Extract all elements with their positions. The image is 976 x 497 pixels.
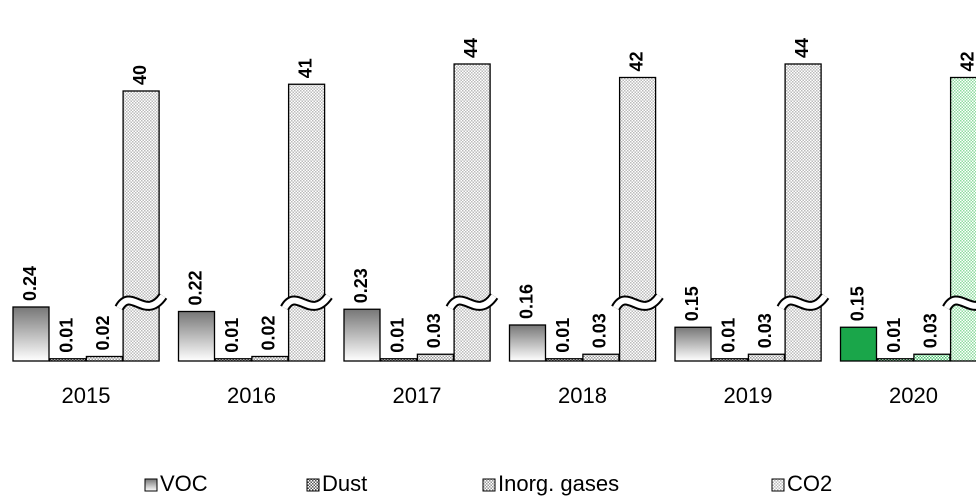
bar	[784, 63, 822, 362]
bar	[122, 90, 160, 362]
x-tick-label: 2018	[558, 383, 607, 408]
axis-break	[612, 294, 663, 310]
data-label: 0.02	[259, 315, 279, 350]
bar	[49, 358, 87, 362]
data-label: 0.01	[718, 318, 738, 353]
bar	[380, 358, 418, 362]
bar	[85, 355, 124, 362]
axis-break	[447, 294, 497, 310]
bar	[343, 308, 381, 362]
axis-break	[943, 297, 976, 310]
bar	[251, 355, 289, 362]
x-tick-label: 2019	[724, 383, 773, 408]
bar	[913, 353, 951, 362]
data-label: 44	[461, 38, 481, 58]
bar	[12, 306, 50, 362]
legend-label: VOC	[160, 471, 208, 496]
axis-break	[281, 294, 332, 310]
data-label: 40	[130, 65, 150, 85]
legend-swatch	[771, 478, 785, 492]
bar	[545, 358, 583, 362]
data-label: 0.01	[56, 318, 76, 353]
data-label: 44	[792, 38, 812, 58]
legend-swatch	[306, 478, 320, 492]
data-label: 0.01	[387, 318, 407, 353]
data-label: 0.01	[222, 318, 242, 353]
data-label: 0.03	[590, 313, 610, 348]
data-label: 0.23	[351, 268, 371, 303]
data-label: 0.22	[185, 270, 205, 305]
x-tick-label: 2016	[227, 383, 276, 408]
data-label: 42	[957, 51, 976, 71]
data-label: 0.01	[553, 318, 573, 353]
bar	[416, 353, 455, 362]
data-label: 0.01	[884, 318, 904, 353]
data-label: 41	[295, 58, 315, 78]
legend-label: Dust	[322, 471, 367, 496]
x-tick-label: 2020	[889, 383, 938, 408]
bar	[839, 326, 878, 362]
bar	[674, 326, 712, 362]
x-tick-label: 2017	[393, 383, 442, 408]
bar	[949, 76, 976, 362]
bar	[876, 358, 914, 362]
axis-break	[116, 294, 166, 310]
data-label: 0.16	[516, 284, 536, 319]
axis-break	[778, 294, 828, 310]
bar	[453, 63, 491, 362]
bar	[618, 76, 657, 362]
bar	[214, 358, 252, 362]
bar	[711, 358, 749, 362]
data-label: 0.15	[682, 286, 702, 321]
bar	[582, 353, 620, 362]
legend-label: Inorg. gases	[498, 471, 619, 496]
x-tick-label: 2015	[62, 383, 111, 408]
data-label: 0.02	[93, 315, 113, 350]
data-label: 0.03	[921, 313, 941, 348]
data-label: 0.24	[20, 266, 40, 301]
bar	[287, 83, 326, 362]
bar	[177, 310, 216, 362]
data-label: 0.15	[847, 286, 867, 321]
bar	[508, 324, 547, 362]
bar	[747, 353, 786, 362]
data-label: 0.03	[755, 313, 775, 348]
legend-swatch	[144, 478, 158, 492]
data-label: 0.03	[424, 313, 444, 348]
legend-label: CO2	[787, 471, 832, 496]
data-label: 42	[626, 51, 646, 71]
legend-swatch	[482, 478, 496, 492]
